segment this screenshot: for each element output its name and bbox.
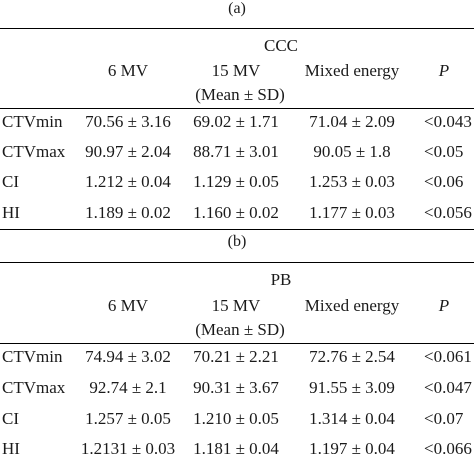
table-a-method-header: CCC [263,36,299,55]
table-b-top-rule [0,262,474,263]
table-a-row-label: HI [2,203,20,222]
table-b-cell: 92.74 ± 2.1 [89,378,167,397]
table-b-subheader: (Mean ± SD) [195,320,285,339]
table-a-cell: 70.56 ± 3.16 [85,112,171,131]
table-a-row-label: CTVmin [2,112,63,131]
table-b-cell-p: <0.061 [424,347,472,366]
table-a-cell: 1.177 ± 0.03 [309,203,395,222]
table-b-col-mixed: Mixed energy [304,296,400,315]
table-a-cell-p: <0.05 [424,142,464,161]
table-a-cell: 69.02 ± 1.71 [193,112,279,131]
table-b-header-rule [0,343,474,344]
table-b-cell: 90.31 ± 3.67 [193,378,279,397]
table-a-label: (a) [228,0,246,17]
table-b-cell: 91.55 ± 3.09 [309,378,395,397]
table-a-cell: 90.05 ± 1.8 [313,142,391,161]
table-b-cell: 1.2131 ± 0.03 [80,439,176,458]
table-b-col-6mv: 6 MV [107,296,149,315]
table-a-cell-p: <0.043 [424,112,472,131]
table-a-subheader: (Mean ± SD) [195,85,285,104]
table-a-cell: 1.253 ± 0.03 [309,172,395,191]
table-b-cell-p: <0.07 [424,409,464,428]
table-a-col-mixed: Mixed energy [304,61,400,80]
table-b-row-label: CI [2,409,19,428]
table-a-cell: 1.212 ± 0.04 [85,172,171,191]
table-b-cell: 1.210 ± 0.05 [193,409,279,428]
table-a-col-p: P [438,61,450,80]
table-a-cell: 1.189 ± 0.02 [85,203,171,222]
table-a-col-6mv: 6 MV [107,61,149,80]
table-a-row-label: CTVmax [2,142,66,161]
table-a-row-label: CI [2,172,19,191]
table-b-cell-p: <0.047 [424,378,472,397]
table-b-cell: 1.257 ± 0.05 [85,409,171,428]
table-b-row-label: CTVmin [2,347,63,366]
table-b-cell-p: <0.066 [424,439,472,458]
table-b-cell: 1.181 ± 0.04 [193,439,279,458]
table-b-cell: 70.21 ± 2.21 [193,347,279,366]
table-a-cell: 1.160 ± 0.02 [193,203,279,222]
table-b-row-label: HI [2,439,20,458]
table-a-cell: 1.129 ± 0.05 [193,172,279,191]
table-a-cell-p: <0.06 [424,172,464,191]
table-a-cell: 88.71 ± 3.01 [193,142,279,161]
table-b-cell: 74.94 ± 3.02 [85,347,171,366]
table-b-method-header: PB [270,270,292,289]
table-a-bottom-rule [0,229,474,230]
table-a-top-rule [0,28,474,29]
table-a-col-15mv: 15 MV [211,61,261,80]
table-b-cell: 1.197 ± 0.04 [309,439,395,458]
table-b-label: (b) [227,233,247,250]
table-b-cell: 72.76 ± 2.54 [309,347,395,366]
table-b-col-15mv: 15 MV [211,296,261,315]
table-a-header-rule [0,108,474,109]
table-b-col-p: P [438,296,450,315]
table-a-cell-p: <0.056 [424,203,472,222]
table-a-cell: 71.04 ± 2.09 [309,112,395,131]
table-a-cell: 90.97 ± 2.04 [85,142,171,161]
table-b-cell: 1.314 ± 0.04 [309,409,395,428]
table-b-row-label: CTVmax [2,378,66,397]
